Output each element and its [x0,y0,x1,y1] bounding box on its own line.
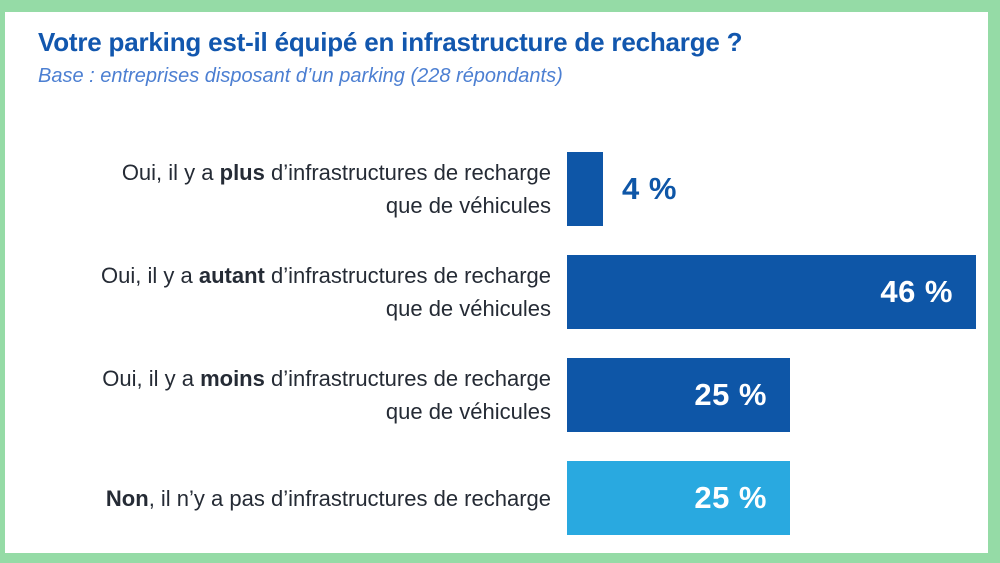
label-text: d’infrastructures de recharge [264,160,551,185]
value-label: 4 % [622,171,677,206]
bar-track: 25 % [567,358,988,432]
bar: 46 % [567,255,976,329]
value-label: 25 % [694,480,767,515]
label-second-line: que de véhicules [385,296,551,321]
label-second-line: que de véhicules [385,399,551,424]
label-text: d’infrastructures de recharge [264,263,551,288]
label-bold-text: plus [219,160,265,185]
chart-title: Votre parking est-il équipé en infrastru… [38,27,743,57]
label-text: Oui, il y a [121,160,220,185]
label-text: , il n’y a pas d’infrastructures de rech… [148,485,551,511]
label-text: Oui, il y a [101,263,199,288]
label-second-line: que de véhicules [385,193,551,218]
category-label: Oui, il y a moins d’infrastructures de r… [38,362,551,428]
chart-row: Non, il n’y a pas d’infrastructures de r… [38,461,988,535]
label-bold-text: moins [200,366,265,391]
chart-subtitle: Base : entreprises disposant d’un parkin… [38,65,563,87]
chart-panel: Votre parking est-il équipé en infrastru… [5,12,988,553]
label-text: d’infrastructures de recharge [264,366,551,391]
category-label: Oui, il y a plus d’infrastructures de re… [38,156,551,222]
bar: 25 % [567,358,790,432]
bar-track: 4 % [567,152,988,226]
chart-row: Oui, il y a autant d’infrastructures de … [38,255,988,329]
category-label: Non, il n’y a pas d’infrastructures de r… [38,482,551,515]
chart-row: Oui, il y a plus d’infrastructures de re… [38,152,988,226]
label-bold-text: autant [198,263,265,288]
label-bold-text: Non [105,485,149,511]
category-label: Oui, il y a autant d’infrastructures de … [38,259,551,325]
chart-row: Oui, il y a moins d’infrastructures de r… [38,358,988,432]
value-label: 25 % [694,377,767,412]
label-text: Oui, il y a [102,366,201,391]
bar: 4 % [567,152,676,226]
bar: 25 % [567,461,790,535]
bar-track: 25 % [567,461,988,535]
bar-chart: Oui, il y a plus d’infrastructures de re… [38,152,988,535]
bar-track: 46 % [567,255,988,329]
value-label: 46 % [880,274,953,309]
